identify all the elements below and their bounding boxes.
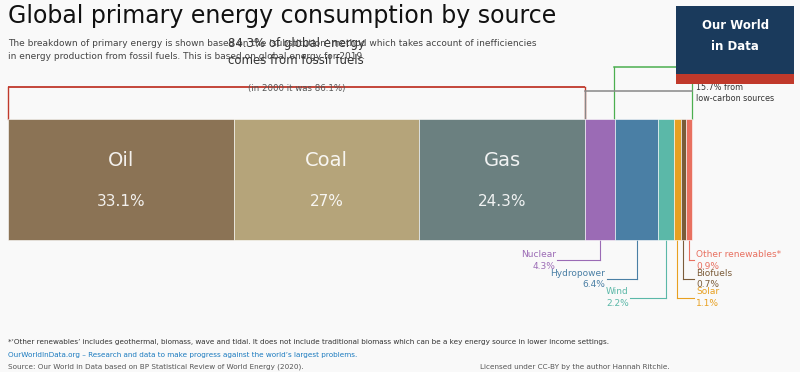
Text: *‘Other renewables’ includes geothermal, biomass, wave and tidal. It does not in: *‘Other renewables’ includes geothermal,…: [8, 339, 609, 344]
Text: in Data: in Data: [711, 40, 759, 53]
Text: 0.9%: 0.9%: [696, 262, 719, 271]
Text: Other renewables*: Other renewables*: [696, 250, 781, 259]
Text: 24.3%: 24.3%: [478, 194, 526, 209]
Text: Global primary energy consumption by source: Global primary energy consumption by sou…: [8, 4, 556, 28]
Text: Gas: Gas: [484, 151, 521, 170]
Text: Oil: Oil: [108, 151, 134, 170]
Text: Solar: Solar: [696, 287, 719, 296]
Text: 0.7%: 0.7%: [696, 280, 719, 289]
Text: 2.2%: 2.2%: [606, 299, 629, 308]
Text: 84.3% of global energy
comes from fossil fuels: 84.3% of global energy comes from fossil…: [228, 37, 365, 67]
Text: Wind: Wind: [606, 287, 629, 296]
Text: 33.1%: 33.1%: [97, 194, 146, 209]
Text: OurWorldInData.org – Research and data to make progress against the world’s larg: OurWorldInData.org – Research and data t…: [8, 352, 358, 357]
Text: Biofuels: Biofuels: [696, 269, 732, 278]
Text: Licensed under CC-BY by the author Hannah Ritchie.: Licensed under CC-BY by the author Hanna…: [480, 364, 670, 370]
Text: Hydropower: Hydropower: [550, 269, 605, 278]
Text: Nuclear: Nuclear: [521, 250, 556, 259]
Text: 15.7% from
low-carbon sources: 15.7% from low-carbon sources: [696, 83, 774, 103]
Text: (in 2000 it was 86.1%): (in 2000 it was 86.1%): [248, 84, 345, 93]
Text: Coal: Coal: [306, 151, 348, 170]
Text: The breakdown of primary energy is shown based on the ‘substitution’ method whic: The breakdown of primary energy is shown…: [8, 39, 537, 61]
Text: Our World: Our World: [702, 19, 769, 32]
Text: 11.4% from
renewables: 11.4% from renewables: [696, 53, 743, 73]
Text: 6.4%: 6.4%: [582, 280, 605, 289]
Text: Source: Our World in Data based on BP Statistical Review of World Energy (2020).: Source: Our World in Data based on BP St…: [8, 364, 303, 370]
Text: 4.3%: 4.3%: [533, 262, 556, 271]
Text: 1.1%: 1.1%: [696, 299, 719, 308]
Text: 27%: 27%: [310, 194, 344, 209]
